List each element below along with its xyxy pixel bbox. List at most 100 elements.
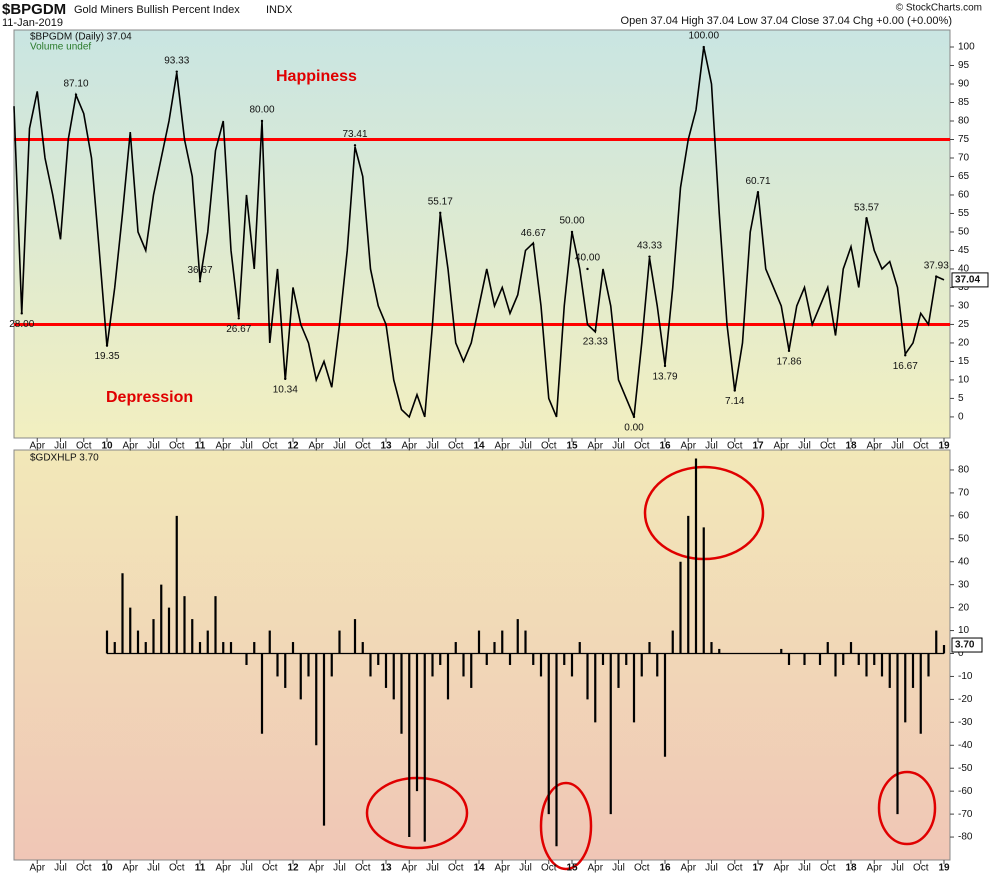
- y-tick-label: 20: [958, 602, 970, 613]
- annotation-label: 36.67: [187, 265, 212, 276]
- x-tick-label: 18: [845, 863, 857, 874]
- x-tick-label: Apr: [680, 441, 696, 452]
- x-tick-label: Jul: [891, 863, 904, 874]
- y-tick-label: 35: [958, 282, 970, 293]
- x-tick-label: 15: [566, 441, 578, 452]
- y-tick-label: 40: [958, 264, 970, 275]
- x-tick-label: Oct: [169, 863, 185, 874]
- annotation-point: [787, 349, 791, 353]
- annotation-point: [237, 317, 240, 320]
- annotation-label: 46.67: [521, 228, 546, 239]
- legend: $GDXHLP 3.70: [30, 453, 99, 464]
- x-tick-label: Jul: [519, 863, 532, 874]
- annotation-point: [284, 377, 287, 380]
- y-tick-label: 15: [958, 356, 970, 367]
- y-tick-label: 10: [958, 375, 970, 386]
- annotation-point: [594, 329, 597, 332]
- y-tick-label: 50: [958, 533, 970, 544]
- last-value-box: [951, 637, 983, 653]
- y-tick-label: 100: [958, 42, 975, 53]
- y-tick-label: 30: [958, 579, 970, 590]
- annotation-point: [105, 344, 109, 347]
- x-tick-label: Jul: [240, 863, 253, 874]
- zone-label: Happiness: [276, 68, 357, 85]
- annotation-label: 26.67: [226, 324, 251, 335]
- x-tick-label: Apr: [308, 863, 324, 874]
- x-tick-label: Oct: [355, 863, 371, 874]
- x-tick-label: 13: [380, 441, 392, 452]
- annotation-label: 19.35: [94, 351, 119, 362]
- x-tick-label: Oct: [727, 441, 743, 452]
- x-tick-label: Oct: [634, 441, 650, 452]
- x-tick-label: Apr: [866, 441, 882, 452]
- x-tick-label: Oct: [913, 441, 929, 452]
- x-tick-label: Oct: [169, 441, 185, 452]
- exchange: INDX: [266, 4, 293, 16]
- x-tick-label: 12: [287, 863, 299, 874]
- panel-bottom: [13, 449, 951, 861]
- x-tick-label: Apr: [587, 441, 603, 452]
- x-tick-label: 10: [101, 441, 113, 452]
- x-tick-label: Apr: [29, 863, 45, 874]
- x-tick-label: Apr: [29, 441, 45, 452]
- y-tick-label: 70: [958, 153, 970, 164]
- x-tick-label: Oct: [76, 863, 92, 874]
- x-tick-label: 11: [195, 863, 206, 874]
- circle: [539, 781, 593, 871]
- y-tick-label: 65: [958, 171, 970, 182]
- annotation-point: [756, 191, 760, 194]
- x-tick-label: 16: [659, 441, 671, 452]
- y-tick-label: 25: [958, 319, 970, 330]
- x-tick-label: Jul: [333, 441, 346, 452]
- annotation-point: [532, 243, 535, 246]
- x-tick-label: 16: [659, 863, 671, 874]
- x-tick-label: Jul: [426, 863, 439, 874]
- annotation-point: [702, 45, 705, 49]
- annotation-point: [935, 275, 938, 278]
- y-tick-label: 95: [958, 60, 970, 71]
- annotation-point: [74, 93, 78, 96]
- y-tick-label: 80: [958, 116, 970, 127]
- annotation-label: 16.67: [893, 361, 918, 372]
- annotation-point: [865, 217, 868, 220]
- x-tick-label: Jul: [54, 441, 67, 452]
- annotation-label: 50.00: [559, 216, 584, 227]
- annotation-label: 10.34: [273, 384, 298, 395]
- y-tick-label: -60: [958, 786, 973, 797]
- x-tick-label: Jul: [891, 441, 904, 452]
- x-tick-label: Apr: [215, 863, 231, 874]
- x-tick-label: Jul: [240, 441, 253, 452]
- annotation-point: [632, 415, 636, 419]
- y-tick-label: -70: [958, 809, 973, 820]
- x-tick-label: Jul: [612, 863, 625, 874]
- x-tick-label: Jul: [705, 441, 718, 452]
- x-tick-label: Apr: [308, 441, 324, 452]
- x-tick-label: Apr: [494, 441, 510, 452]
- x-tick-label: Oct: [448, 863, 464, 874]
- annotation-label: 53.57: [854, 202, 879, 213]
- y-tick-label: -20: [958, 694, 973, 705]
- x-tick-label: Oct: [820, 863, 836, 874]
- x-tick-label: Oct: [541, 863, 557, 874]
- y-tick-label: 50: [958, 227, 970, 238]
- last-value-box: [951, 272, 989, 288]
- x-tick-label: Apr: [773, 441, 789, 452]
- date: 11-Jan-2019: [2, 17, 63, 29]
- annotation-point: [198, 280, 202, 283]
- x-tick-label: Apr: [401, 863, 417, 874]
- x-tick-label: 11: [195, 441, 206, 452]
- x-tick-label: Jul: [147, 863, 160, 874]
- y-tick-label: 5: [958, 393, 964, 404]
- annotation-label: 23.33: [583, 336, 608, 347]
- annotation-label: 13.79: [652, 372, 677, 383]
- annotation-label: 40.00: [575, 253, 600, 264]
- x-tick-label: Oct: [634, 863, 650, 874]
- y-tick-label: 20: [958, 338, 970, 349]
- last-value-label: 3.70: [955, 640, 975, 651]
- index-name: Gold Miners Bullish Percent Index: [74, 4, 240, 16]
- annotation-label: 55.17: [428, 196, 453, 207]
- y-tick-label: 90: [958, 79, 970, 90]
- y-tick-label: -80: [958, 832, 973, 843]
- legend: $BPGDM (Daily) 37.04: [30, 32, 132, 43]
